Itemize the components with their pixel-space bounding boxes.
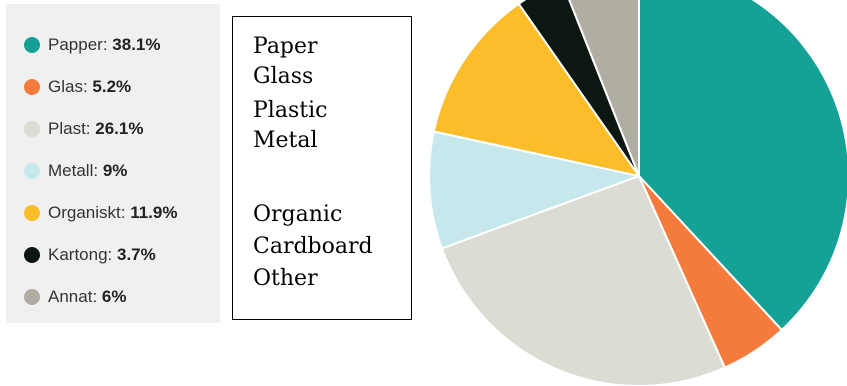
legend-swatch	[24, 247, 40, 263]
legend-item-plast: Plast: 26.1%	[24, 117, 143, 141]
translation-plastic: Plastic	[253, 98, 328, 123]
legend-label: Papper	[48, 35, 103, 54]
legend-value: 3.7%	[117, 245, 156, 264]
translation-cardboard: Cardboard	[253, 234, 373, 259]
legend-swatch	[24, 205, 40, 221]
legend-item-metall: Metall: 9%	[24, 159, 127, 183]
legend-label: Metall	[48, 161, 94, 180]
legend-swatch	[24, 289, 40, 305]
translation-glass: Glass	[253, 64, 314, 89]
pie-slice-kartong	[517, 0, 640, 177]
legend-item-papper: Papper: 38.1%	[24, 33, 160, 57]
pie-slice-annat	[568, 0, 640, 177]
legend-label: Glas	[48, 77, 83, 96]
legend-swatch	[24, 79, 40, 95]
translation-paper: Paper	[253, 34, 318, 59]
chart-legend: Papper: 38.1% Glas: 5.2% Plast: 26.1% Me…	[6, 4, 220, 323]
pie-slice-plast	[440, 175, 726, 386]
legend-label: Organiskt	[48, 203, 121, 222]
legend-swatch	[24, 37, 40, 53]
legend-item-kartong: Kartong: 3.7%	[24, 243, 156, 267]
legend-label: Kartong	[48, 245, 108, 264]
legend-item-glas: Glas: 5.2%	[24, 75, 131, 99]
legend-value: 5.2%	[92, 77, 132, 96]
legend-swatch	[24, 163, 40, 179]
translation-organic: Organic	[253, 202, 343, 227]
pie-slice-organiskt	[432, 2, 640, 177]
legend-item-annat: Annat: 6%	[24, 285, 126, 309]
legend-value: 6%	[101, 287, 127, 306]
pie-slice-papper	[638, 0, 847, 331]
legend-label: Plast	[48, 119, 86, 138]
legend-value: 38.1%	[112, 35, 161, 54]
legend-swatch	[24, 121, 40, 137]
pie-slice-metall	[428, 130, 640, 250]
translation-box: Paper Glass Plastic Metal Organic Cardbo…	[232, 16, 412, 320]
legend-value: 11.9%	[130, 203, 178, 222]
translation-metal: Metal	[253, 128, 318, 153]
legend-label: Annat	[48, 287, 93, 306]
legend-value: 9%	[102, 161, 128, 180]
legend-value: 26.1%	[95, 119, 144, 138]
translation-other: Other	[253, 266, 318, 291]
legend-item-organiskt: Organiskt: 11.9%	[24, 201, 177, 225]
